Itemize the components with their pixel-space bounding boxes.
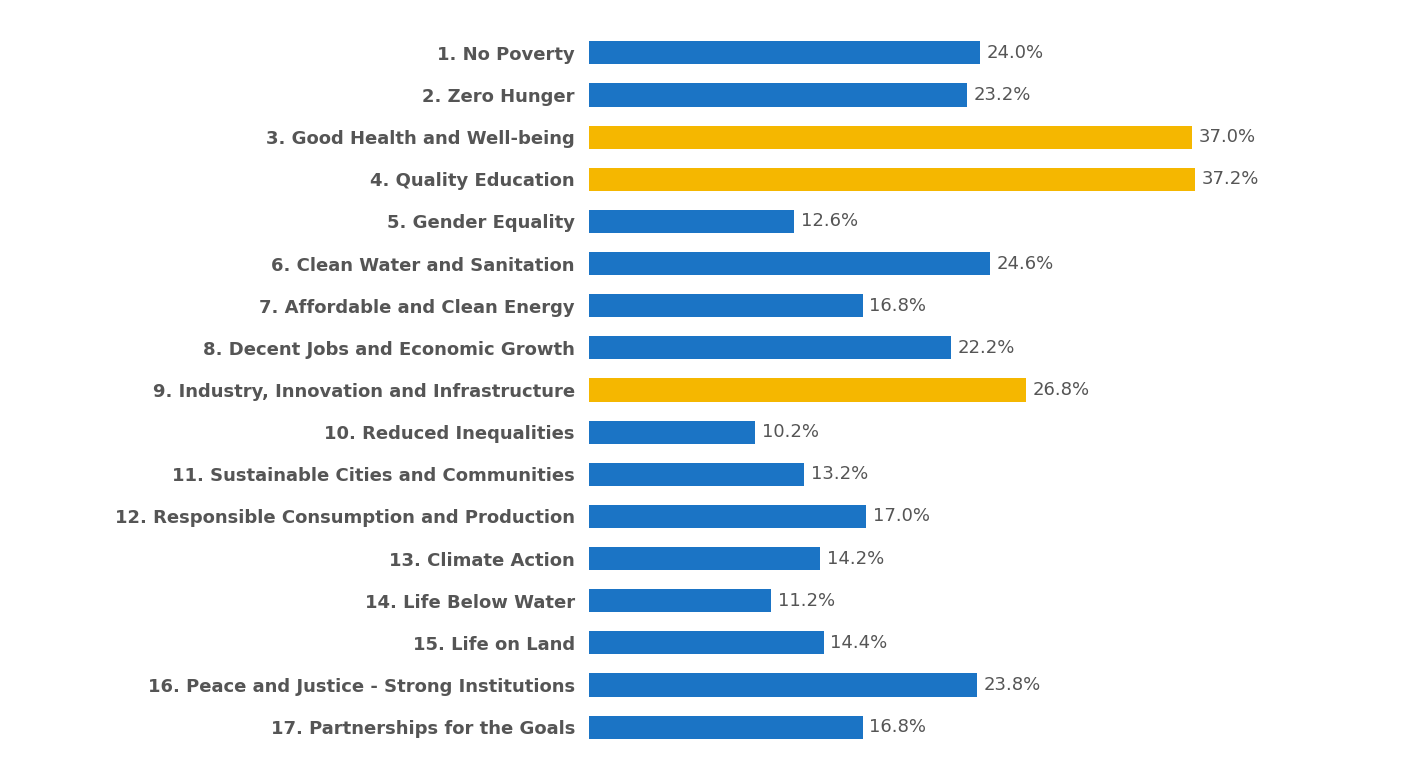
Text: 12.6%: 12.6% (801, 212, 858, 230)
Text: 37.2%: 37.2% (1202, 170, 1259, 188)
Bar (589, 715, 862, 739)
Text: 13.2%: 13.2% (810, 466, 868, 484)
Bar (589, 589, 771, 612)
Bar (589, 673, 977, 697)
Bar (589, 83, 967, 107)
Text: 16.8%: 16.8% (869, 718, 927, 736)
Text: 16.8%: 16.8% (869, 296, 927, 314)
Text: 23.2%: 23.2% (973, 86, 1030, 104)
Text: 11.2%: 11.2% (778, 592, 836, 610)
Text: 17.0%: 17.0% (872, 508, 930, 526)
Text: 24.6%: 24.6% (997, 254, 1054, 272)
Text: 23.8%: 23.8% (983, 676, 1040, 694)
Bar (589, 378, 1026, 402)
Bar (589, 210, 795, 233)
Bar (589, 294, 862, 317)
Bar (589, 420, 756, 444)
Bar (589, 631, 823, 654)
Text: 22.2%: 22.2% (958, 339, 1015, 357)
Bar (589, 547, 820, 570)
Bar (589, 252, 990, 275)
Bar (589, 126, 1192, 149)
Text: 24.0%: 24.0% (987, 44, 1043, 62)
Text: 37.0%: 37.0% (1199, 128, 1256, 146)
Bar (589, 463, 803, 486)
Text: 14.2%: 14.2% (827, 550, 885, 568)
Text: 26.8%: 26.8% (1032, 381, 1089, 399)
Bar (589, 41, 980, 65)
Bar (589, 505, 866, 528)
Bar (589, 168, 1196, 191)
Text: 14.4%: 14.4% (830, 634, 887, 652)
Bar (589, 336, 951, 360)
Text: 10.2%: 10.2% (761, 423, 819, 441)
